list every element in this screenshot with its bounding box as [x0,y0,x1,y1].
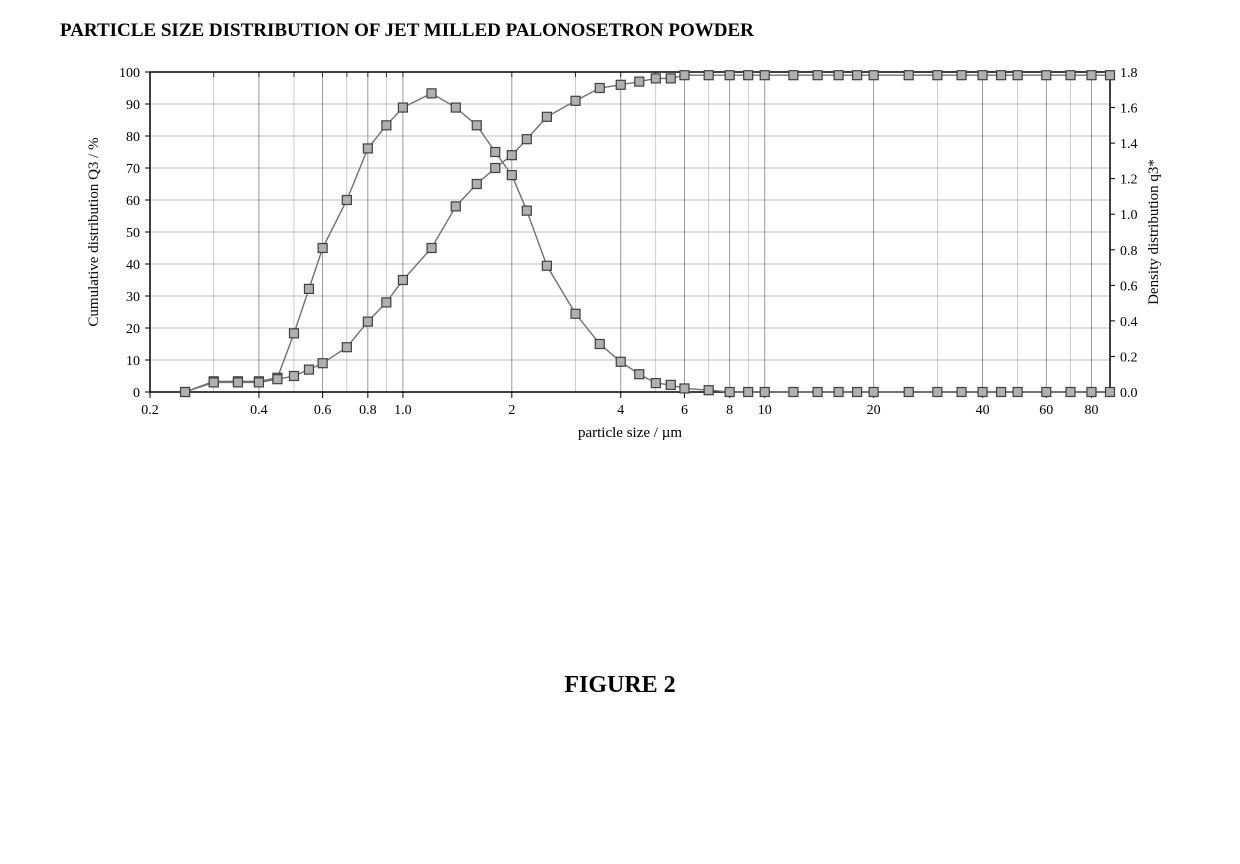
svg-text:particle size / µm: particle size / µm [578,425,682,441]
svg-text:0.0: 0.0 [1120,386,1138,401]
svg-text:0.2: 0.2 [141,403,159,418]
svg-text:60: 60 [1039,403,1053,418]
svg-text:0.6: 0.6 [1120,279,1138,294]
svg-text:0.6: 0.6 [314,403,332,418]
svg-text:100: 100 [119,66,140,81]
svg-text:70: 70 [126,162,140,177]
figure-label: FIGURE 2 [20,672,1220,699]
svg-text:20: 20 [867,403,881,418]
figure-container: PARTICLE SIZE DISTRIBUTION OF JET MILLED… [20,20,1220,699]
chart-title: PARTICLE SIZE DISTRIBUTION OF JET MILLED… [20,20,1220,42]
svg-text:1.6: 1.6 [1120,102,1138,117]
svg-text:30: 30 [126,290,140,305]
svg-text:0.4: 0.4 [250,403,268,418]
svg-text:40: 40 [126,258,140,273]
svg-text:Cumulative distribution Q3 / %: Cumulative distribution Q3 / % [86,137,102,326]
svg-text:8: 8 [726,403,733,418]
svg-text:80: 80 [1084,403,1098,418]
svg-text:0.2: 0.2 [1120,350,1138,365]
svg-text:1.0: 1.0 [1120,208,1138,223]
svg-text:1.8: 1.8 [1120,66,1138,81]
svg-text:1.0: 1.0 [394,403,412,418]
svg-text:20: 20 [126,322,140,337]
svg-text:0.4: 0.4 [1120,315,1138,330]
svg-text:0.8: 0.8 [359,403,377,418]
svg-text:40: 40 [976,403,990,418]
svg-text:50: 50 [126,226,140,241]
svg-text:80: 80 [126,130,140,145]
svg-text:0: 0 [133,386,140,401]
particle-size-chart: 0 10 20 30 40 50 60 70 80 90 100 0.0 0.2 0.4 0.6 0.8 1.0… [70,52,1170,472]
chart-area: 0 10 20 30 40 50 60 70 80 90 100 0.0 0.2 0.4 0.6 0.8 1.0… [70,52,1170,472]
svg-text:60: 60 [126,194,140,209]
svg-text:1.2: 1.2 [1120,173,1138,188]
svg-text:4: 4 [617,403,624,418]
svg-text:6: 6 [681,403,688,418]
svg-text:2: 2 [508,403,515,418]
svg-text:0.8: 0.8 [1120,244,1138,259]
svg-text:90: 90 [126,98,140,113]
svg-text:10: 10 [126,354,140,369]
svg-text:10: 10 [758,403,772,418]
svg-text:Density distribution q3*: Density distribution q3* [1146,159,1162,305]
svg-text:1.4: 1.4 [1120,137,1138,152]
